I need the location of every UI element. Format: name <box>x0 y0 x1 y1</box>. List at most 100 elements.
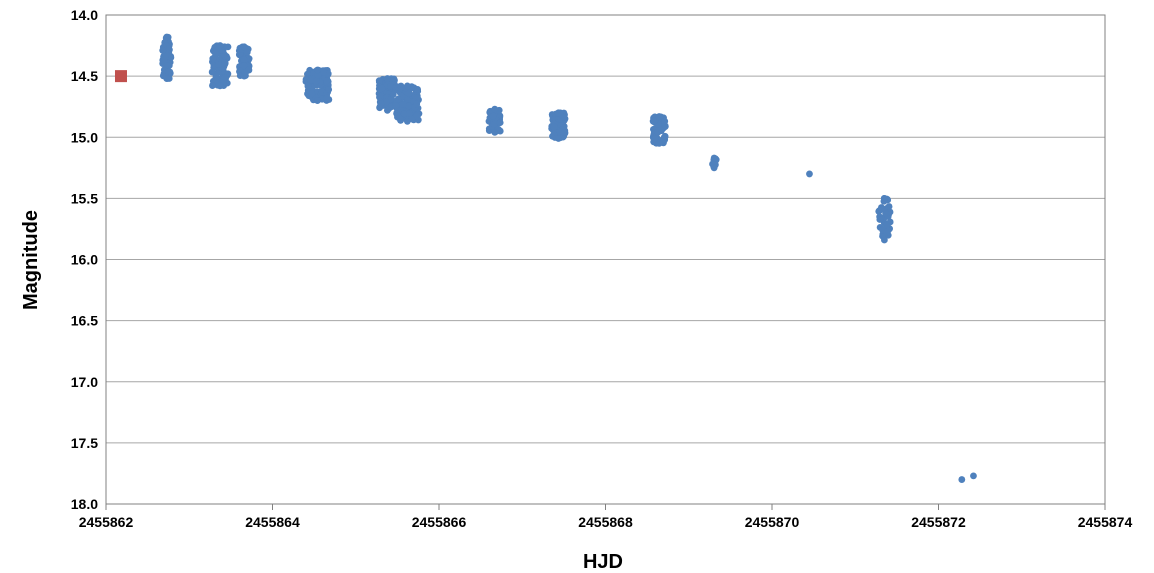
data-point <box>159 47 167 54</box>
data-point <box>413 112 421 120</box>
data-point <box>325 86 333 93</box>
data-point <box>970 472 977 480</box>
data-point <box>163 75 171 82</box>
data-point <box>240 56 248 64</box>
x-tick-label: 2455866 <box>412 514 467 530</box>
data-points <box>114 33 977 483</box>
data-point <box>405 102 413 110</box>
data-point <box>555 109 562 117</box>
x-tick-label: 2455874 <box>1078 514 1133 530</box>
grid-layer <box>105 14 1106 510</box>
data-point <box>312 77 320 85</box>
data-point <box>413 100 421 108</box>
data-point <box>883 221 890 229</box>
data-point <box>406 110 413 117</box>
data-point <box>375 77 383 85</box>
data-point <box>496 119 504 126</box>
data-point <box>884 227 892 235</box>
x-tick-label: 2455872 <box>911 514 966 530</box>
data-point <box>216 42 224 49</box>
data-point <box>655 113 663 120</box>
data-point <box>221 59 229 67</box>
data-point <box>710 154 718 162</box>
data-point <box>661 117 669 125</box>
y-tick-label: 15.5 <box>71 190 98 206</box>
data-point <box>392 102 400 110</box>
data-point <box>651 135 658 143</box>
data-point <box>405 89 413 97</box>
data-point <box>319 68 327 76</box>
data-point <box>382 98 390 106</box>
data-point <box>710 164 718 172</box>
data-point <box>394 95 402 103</box>
data-point <box>880 236 888 244</box>
data-point <box>212 73 220 81</box>
data-point <box>209 55 217 63</box>
data-point <box>414 85 421 93</box>
data-point <box>397 116 404 123</box>
data-point <box>314 71 322 79</box>
data-point <box>401 110 408 118</box>
data-point <box>397 82 405 90</box>
data-point <box>491 128 499 136</box>
data-point <box>882 209 889 217</box>
y-tick-label: 16.0 <box>71 252 98 268</box>
y-tick-label: 14.0 <box>71 7 98 23</box>
data-point <box>221 74 229 82</box>
data-point <box>209 82 216 89</box>
data-point <box>383 75 391 82</box>
data-point <box>559 113 567 121</box>
data-point <box>491 105 499 113</box>
data-point <box>550 123 558 131</box>
data-point <box>215 61 222 69</box>
data-point <box>212 50 220 57</box>
data-point <box>489 112 497 120</box>
data-point <box>399 100 407 108</box>
x-tick-label: 2455864 <box>245 514 300 530</box>
data-point <box>378 84 386 92</box>
data-point <box>661 133 669 140</box>
x-tick-labels: 2455862 2455864 2455866 2455868 2455870 24558… <box>79 514 1133 530</box>
data-point <box>386 83 394 90</box>
data-point <box>208 68 216 76</box>
data-point <box>323 94 331 102</box>
y-tick-label: 14.5 <box>71 68 98 84</box>
data-point <box>555 135 562 142</box>
data-point <box>377 100 385 108</box>
data-point <box>323 77 331 85</box>
data-point <box>240 72 248 80</box>
y-tick-label: 17.5 <box>71 435 98 451</box>
data-point <box>216 82 224 90</box>
y-tick-label: 18.0 <box>71 496 98 512</box>
y-tick-label: 17.0 <box>71 374 98 390</box>
data-point <box>160 57 168 65</box>
data-point <box>876 216 884 223</box>
data-point <box>308 90 316 98</box>
x-axis-title: HJD <box>583 551 623 573</box>
data-point <box>403 82 411 90</box>
data-point <box>307 77 314 84</box>
data-point <box>880 194 888 202</box>
y-axis-title: Magnitude <box>20 210 42 310</box>
y-tick-label: 16.5 <box>71 313 98 329</box>
data-point <box>240 62 248 70</box>
data-point <box>224 43 232 51</box>
data-point <box>377 93 384 101</box>
data-point <box>240 43 248 51</box>
data-point <box>163 33 171 41</box>
y-tick-labels: 14.0 14.5 15.0 15.5 16.0 16.5 17.0 17.5 18.0 <box>71 7 98 512</box>
data-point <box>806 170 813 178</box>
data-point <box>393 111 401 119</box>
data-point <box>655 139 663 147</box>
data-point <box>314 97 321 104</box>
x-tick-label: 2455870 <box>745 514 800 530</box>
data-point-square <box>114 70 127 83</box>
data-point <box>560 129 568 136</box>
data-point <box>304 82 312 90</box>
data-point <box>165 67 172 75</box>
x-tick-label: 2455862 <box>79 514 134 530</box>
data-point <box>383 106 391 114</box>
data-point <box>314 66 321 74</box>
